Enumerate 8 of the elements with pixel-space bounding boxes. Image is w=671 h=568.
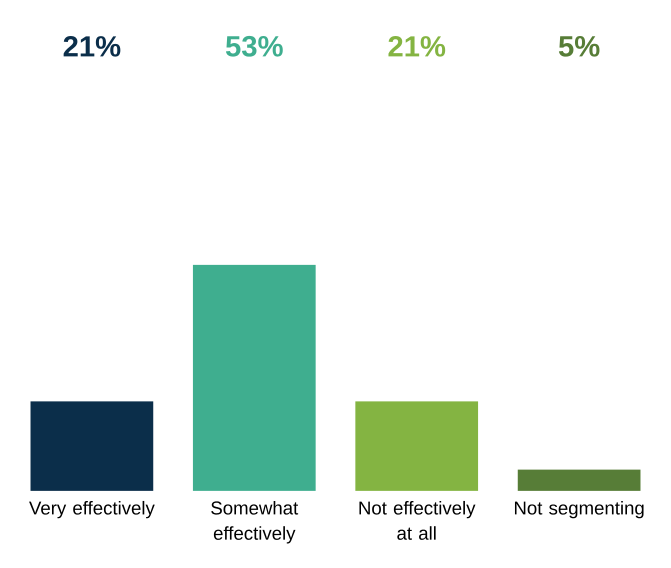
x-tick-label: Somewhat effectively: [211, 500, 298, 544]
data-label: 53%: [226, 36, 283, 57]
data-label: 21%: [388, 36, 446, 57]
data-label: 21%: [64, 36, 120, 57]
x-tick-label: Very effectively: [29, 500, 155, 518]
data-label: 5%: [558, 36, 600, 57]
x-tick-label: Not effectively at all: [359, 500, 476, 540]
x-tick-label: Not segmenting: [514, 500, 644, 518]
